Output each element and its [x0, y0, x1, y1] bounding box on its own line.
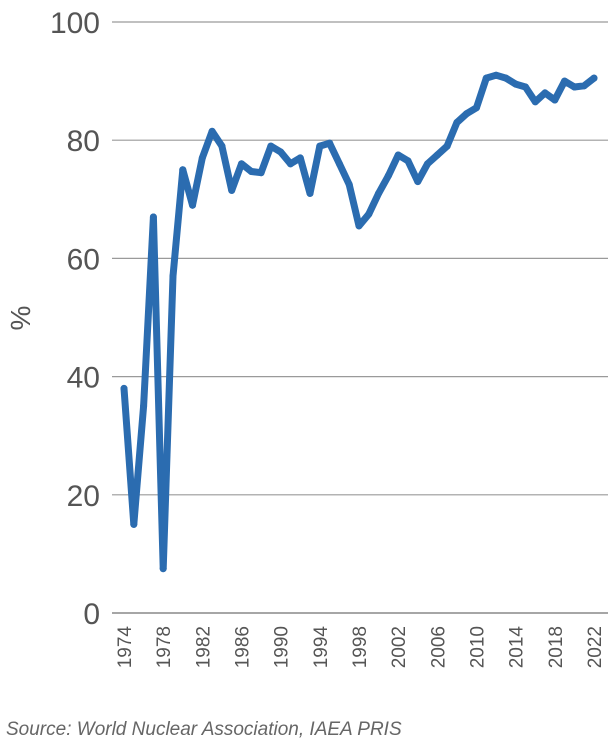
data-point [335, 160, 343, 168]
x-tick-label: 1986 [233, 626, 254, 668]
data-point [140, 402, 148, 410]
data-point [267, 142, 275, 150]
data-point [580, 82, 588, 90]
data-point [355, 222, 363, 230]
data-point [130, 520, 138, 528]
x-tick-label: 2014 [507, 626, 528, 669]
y-tick-label: 60 [67, 243, 100, 276]
x-tick-label: 1990 [272, 626, 293, 668]
data-point [443, 142, 451, 150]
data-point [189, 201, 197, 209]
data-point [169, 272, 177, 280]
x-tick-label: 1974 [115, 626, 136, 669]
x-tick-label: 2006 [428, 626, 449, 668]
data-point [179, 166, 187, 174]
data-point [306, 189, 314, 197]
data-point [453, 118, 461, 126]
data-point [404, 157, 412, 165]
x-tick-label: 1994 [311, 626, 332, 669]
data-point [257, 169, 265, 177]
data-point [345, 181, 353, 189]
data-point [208, 127, 216, 135]
data-point [384, 172, 392, 180]
x-tick-label: 2002 [389, 626, 410, 668]
data-point [551, 96, 559, 104]
data-point [424, 160, 432, 168]
data-point [326, 139, 334, 147]
x-tick-label: 2022 [585, 626, 606, 668]
y-tick-label: 80 [67, 125, 100, 158]
y-axis-ticks: 0 20 40 60 80 100 [50, 7, 100, 631]
x-tick-label: 1978 [154, 626, 175, 668]
data-point [473, 104, 480, 112]
x-axis-ticks: 1974 1978 1982 1986 1990 1994 1998 2002 2006 2010… [115, 626, 606, 669]
data-point [277, 148, 285, 156]
data-point [492, 71, 500, 79]
data-point [463, 110, 471, 118]
gridlines [112, 21, 608, 614]
data-point [531, 98, 539, 106]
data-point [365, 210, 373, 218]
x-tick-label: 2010 [468, 626, 489, 668]
data-point [149, 213, 157, 221]
data-point [218, 142, 226, 150]
x-tick-label: 2018 [546, 626, 567, 668]
y-tick-label: 100 [50, 7, 100, 40]
data-point [286, 160, 294, 168]
line-chart: 0 20 40 60 80 100 1974 1978 1982 1986 1990 1994 199… [5, 7, 608, 669]
data-point [228, 186, 236, 194]
data-point [375, 189, 383, 197]
data-point [296, 154, 304, 162]
y-tick-label: 40 [67, 362, 100, 395]
x-tick-label: 1982 [193, 626, 214, 668]
data-point [120, 384, 128, 392]
source-note: Source: World Nuclear Association, IAEA … [6, 719, 402, 740]
data-point [247, 168, 255, 176]
data-point [561, 77, 569, 85]
y-tick-label: 0 [83, 598, 100, 631]
data-point [238, 160, 245, 168]
x-tick-label: 1998 [350, 626, 371, 668]
data-point [414, 178, 422, 186]
y-tick-label: 20 [67, 480, 100, 513]
data-point [590, 74, 598, 82]
data-point [482, 74, 490, 82]
data-point [541, 89, 549, 97]
data-point [394, 151, 402, 159]
data-point [433, 151, 441, 159]
series-points [120, 71, 598, 573]
data-point [502, 74, 510, 82]
data-point [159, 565, 167, 573]
y-axis-label: % [5, 306, 36, 331]
data-point [512, 80, 520, 88]
data-point [316, 142, 324, 150]
data-point [198, 154, 206, 162]
data-point [570, 83, 578, 91]
data-point [521, 83, 529, 91]
